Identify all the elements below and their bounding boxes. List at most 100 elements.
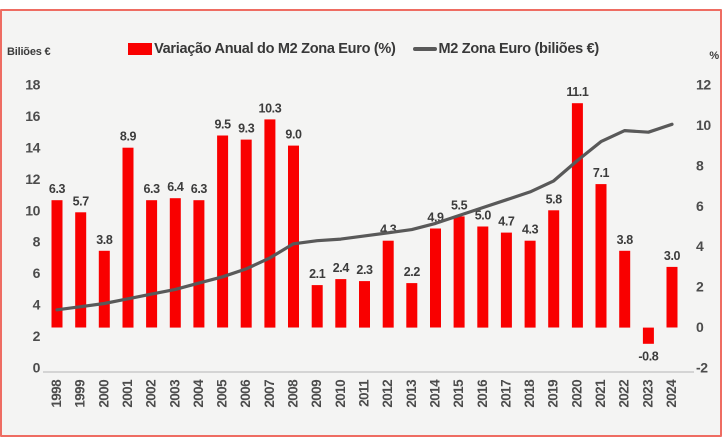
year-label-2016: 2016 (475, 379, 490, 408)
bar-2022 (619, 250, 631, 328)
bar-value-label-2010: 2.4 (333, 261, 350, 275)
right-axis-tick-label: -2 (696, 360, 708, 376)
bar-value-label-2006: 9.3 (238, 122, 255, 136)
legend: Variação Anual do M2 Zona Euro (%) M2 Zo… (0, 41, 727, 57)
year-label-2002: 2002 (144, 380, 159, 408)
bar-value-label-2007: 10.3 (259, 101, 282, 115)
bar-value-label-2005: 9.5 (215, 118, 232, 132)
year-label-2003: 2003 (167, 379, 182, 408)
bar-2007 (264, 119, 276, 328)
right-axis-tick-label: 6 (696, 198, 704, 214)
year-label-2021: 2021 (593, 379, 608, 408)
bar-2001 (122, 147, 134, 328)
year-label-2001: 2001 (120, 379, 135, 408)
m2-level-line (55, 122, 674, 312)
legend-item-m2-level: M2 Zona Euro (biliões €) (412, 41, 600, 57)
left-axis-tick-label: 8 (33, 234, 41, 250)
left-axis-tick-label: 0 (33, 360, 41, 376)
bar-value-label-2020: 11.1 (566, 85, 588, 99)
year-label-2012: 2012 (380, 380, 395, 408)
bar-value-label-2008: 9.0 (285, 128, 302, 142)
bar-2010 (335, 279, 347, 328)
bar-value-label-2021: 7.1 (593, 166, 610, 180)
bar-2019 (548, 210, 560, 328)
year-label-2004: 2004 (191, 379, 206, 408)
bar-value-label-2022: 3.8 (617, 233, 634, 247)
right-axis-unit-label: % (709, 50, 719, 62)
year-label-2015: 2015 (451, 379, 466, 408)
bar-2011 (359, 281, 370, 328)
bar-value-label-2024: 3.0 (664, 249, 681, 263)
bar-2004 (193, 200, 205, 328)
left-axis-tick-label: 16 (25, 108, 40, 124)
year-label-2011: 2011 (357, 379, 372, 407)
bar-2014 (430, 228, 441, 328)
year-label-2007: 2007 (262, 380, 277, 408)
right-axis-tick-label: 0 (696, 319, 704, 335)
bar-value-label-2019: 5.8 (546, 192, 563, 206)
bar-value-label-2018: 4.3 (522, 223, 539, 237)
legend-label-m2-level: M2 Zona Euro (biliões €) (438, 41, 600, 57)
year-label-1998: 1998 (49, 379, 64, 408)
left-axis-tick-label: 4 (33, 297, 41, 313)
bar-value-label-2004: 6.3 (191, 182, 208, 196)
year-label-2020: 2020 (569, 380, 584, 408)
bar-value-label-2013: 2.2 (404, 265, 421, 279)
bar-1998 (51, 200, 63, 328)
bar-value-label-2001: 8.9 (120, 130, 137, 144)
bar-value-label-1998: 6.3 (49, 182, 66, 196)
bar-series-swatch (128, 43, 153, 55)
bar-2003 (169, 198, 181, 328)
year-label-2019: 2019 (546, 380, 561, 408)
year-label-2023: 2023 (640, 379, 655, 408)
bar-value-label-2003: 6.4 (167, 180, 184, 194)
left-axis-unit-label: Biliões € (7, 46, 51, 58)
year-label-2013: 2013 (404, 379, 419, 408)
year-label-2008: 2008 (286, 379, 301, 408)
year-label-2006: 2006 (238, 379, 253, 408)
bar-1999 (75, 212, 87, 328)
left-axis-tick-label: 10 (25, 202, 40, 218)
bar-2012 (382, 240, 394, 328)
left-axis-tick-label: 2 (33, 328, 41, 344)
bar-2016 (477, 226, 489, 328)
left-axis-tick-label: 6 (33, 265, 41, 281)
bar-2006 (240, 139, 252, 328)
bar-value-label-2000: 3.8 (96, 233, 113, 247)
bar-2017 (500, 232, 512, 328)
bar-value-label-2015: 5.5 (451, 198, 468, 212)
year-label-2010: 2010 (333, 380, 348, 408)
left-axis-tick-label: 12 (25, 171, 40, 187)
legend-label-m2-variation: Variação Anual do M2 Zona Euro (%) (154, 41, 396, 57)
year-label-2000: 2000 (96, 380, 111, 408)
line-series-swatch (412, 47, 437, 51)
legend-item-m2-variation: Variação Anual do M2 Zona Euro (%) (128, 41, 396, 57)
bar-2008 (288, 145, 299, 328)
year-label-2005: 2005 (215, 379, 230, 408)
year-label-1999: 1999 (73, 380, 88, 408)
right-axis-tick-label: 4 (696, 238, 704, 254)
year-label-2009: 2009 (309, 380, 324, 408)
bar-2024 (666, 266, 678, 328)
bar-value-label-2016: 5.0 (475, 209, 492, 223)
year-label-2018: 2018 (522, 379, 537, 408)
bar-value-label-2011: 2.3 (356, 263, 373, 277)
right-axis-tick-label: 2 (696, 279, 704, 295)
bar-2023 (642, 327, 654, 344)
year-label-2024: 2024 (664, 379, 679, 408)
bar-2018 (524, 240, 536, 328)
right-axis-tick-label: 10 (696, 117, 711, 133)
bar-2013 (406, 283, 418, 328)
left-axis-tick-label: 14 (25, 139, 40, 155)
year-label-2022: 2022 (617, 380, 632, 408)
bar-2015 (453, 216, 465, 328)
right-axis-tick-label: 12 (696, 77, 711, 93)
bar-value-label-1999: 5.7 (73, 194, 90, 208)
bar-2009 (311, 285, 323, 328)
bar-value-label-2017: 4.7 (498, 215, 515, 229)
year-label-2014: 2014 (428, 379, 443, 408)
bar-value-label-2002: 6.3 (144, 182, 161, 196)
bar-2002 (146, 200, 158, 328)
